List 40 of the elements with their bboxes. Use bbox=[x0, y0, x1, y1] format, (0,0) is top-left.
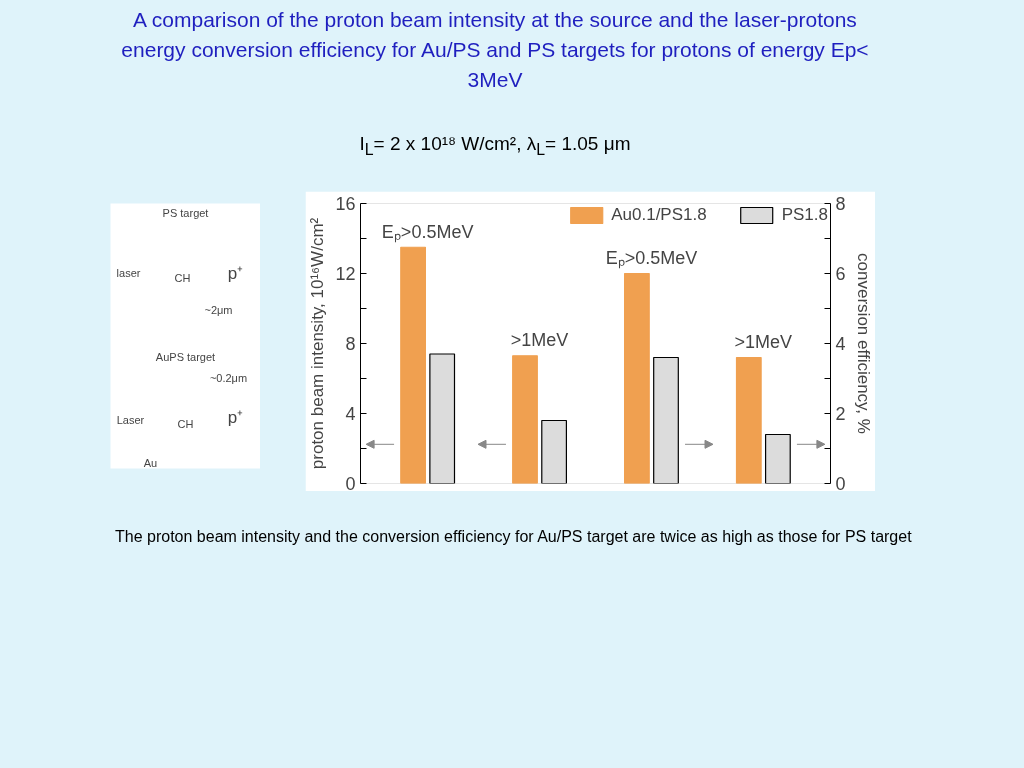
y2-axis-title: conversion efficiency, % bbox=[853, 253, 873, 435]
text: PS target bbox=[162, 207, 209, 220]
bar bbox=[653, 357, 679, 484]
legend-label: PS1.8 bbox=[781, 205, 828, 226]
text: Laser bbox=[116, 414, 145, 427]
bar bbox=[765, 434, 791, 484]
bar bbox=[624, 273, 650, 484]
y-tick-label: 8 bbox=[345, 334, 356, 355]
y2-tick-label: 6 bbox=[835, 264, 846, 285]
text: AuPS target bbox=[155, 351, 216, 364]
text: p⁺ bbox=[227, 408, 244, 428]
text: CH bbox=[177, 418, 194, 431]
text: ~0.2μm bbox=[209, 372, 248, 385]
y-tick-label: 16 bbox=[335, 194, 356, 215]
x-tick-label: >1MeV bbox=[734, 332, 793, 353]
legend-label: Au0.1/PS1.8 bbox=[611, 205, 707, 226]
x-tick-label: >1MeV bbox=[510, 330, 569, 351]
bar bbox=[541, 420, 567, 484]
text: laser bbox=[116, 267, 141, 280]
bar bbox=[512, 355, 538, 484]
bar bbox=[429, 353, 456, 484]
bar bbox=[400, 247, 426, 484]
text: Au bbox=[143, 457, 158, 470]
text: The proton beam intensity and the conversion efficiency for Au/PS target are twice as high as those for PS target bbox=[115, 527, 912, 548]
chart-title: A comparison of the proton beam intensity at the source and the laser-protons energy conversion efficiency for Au/PS and PS targets for protons of energy Ep< 3MeV bbox=[120, 7, 870, 93]
chart-subtitle: I$_{L}$= 2 x 10¹⁸ W/cm², λ$_{L}$= 1.05 μm bbox=[359, 132, 631, 160]
text: p⁺ bbox=[227, 264, 244, 284]
text: CH bbox=[174, 272, 191, 285]
bar bbox=[735, 357, 762, 484]
x-tick-label: Eₚ>0.5MeV bbox=[605, 248, 698, 270]
x-tick-label: Eₚ>0.5MeV bbox=[381, 222, 474, 244]
text: ~2μm bbox=[204, 304, 233, 317]
y-tick-label: 4 bbox=[345, 404, 356, 425]
y2-tick-label: 0 bbox=[835, 474, 846, 495]
y2-tick-label: 4 bbox=[835, 334, 846, 355]
y-axis-title: proton beam intensity, 10¹⁶W/cm² bbox=[308, 217, 328, 470]
y-tick-label: 0 bbox=[345, 474, 356, 495]
y2-tick-label: 2 bbox=[835, 404, 846, 425]
y-tick-label: 12 bbox=[335, 264, 356, 285]
y2-tick-label: 8 bbox=[835, 194, 846, 215]
